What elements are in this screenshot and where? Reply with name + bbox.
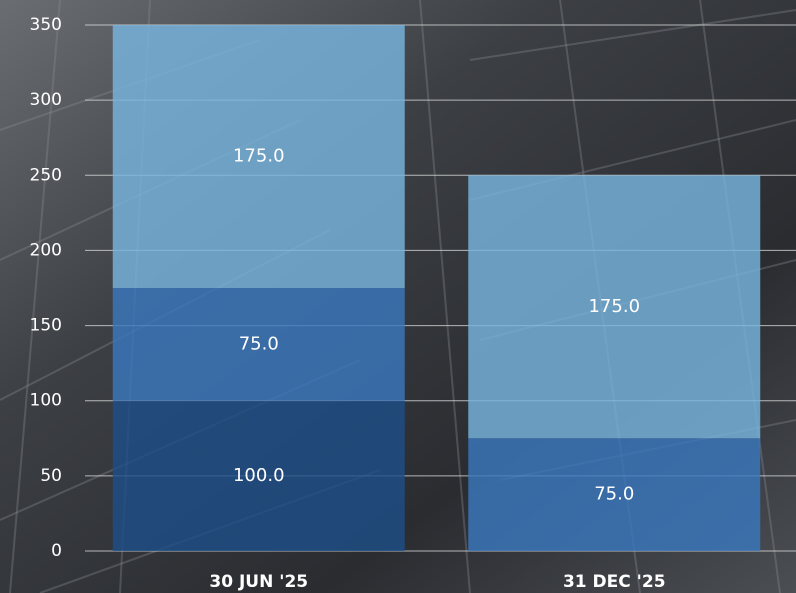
y-tick-label: 50 (40, 466, 62, 486)
value-label: 100.0 (233, 465, 285, 486)
y-tick-label: 150 (30, 316, 62, 336)
bar-segment (468, 438, 761, 551)
bar-segment (112, 400, 405, 551)
plot: 0 50 100 150 200 250 300 350 100.0 75.0 175.0 30 JU… (30, 15, 796, 592)
value-label: 75.0 (239, 333, 279, 354)
value-label: 175.0 (588, 296, 640, 317)
x-tick-label: 30 JUN '25 (209, 572, 308, 592)
y-tick-label: 300 (30, 90, 62, 110)
y-tick-label: 350 (30, 15, 62, 35)
y-tick-label: 200 (30, 240, 62, 260)
bar-segment (112, 288, 405, 401)
bar-segment (112, 25, 405, 288)
value-label: 75.0 (594, 484, 634, 505)
y-tick-label: 0 (51, 541, 62, 561)
value-label: 175.0 (233, 146, 285, 167)
bar-segment (468, 175, 761, 439)
y-tick-label: 100 (30, 391, 62, 411)
y-tick-label: 250 (30, 165, 62, 185)
x-tick-label: 31 DEC '25 (563, 572, 666, 592)
